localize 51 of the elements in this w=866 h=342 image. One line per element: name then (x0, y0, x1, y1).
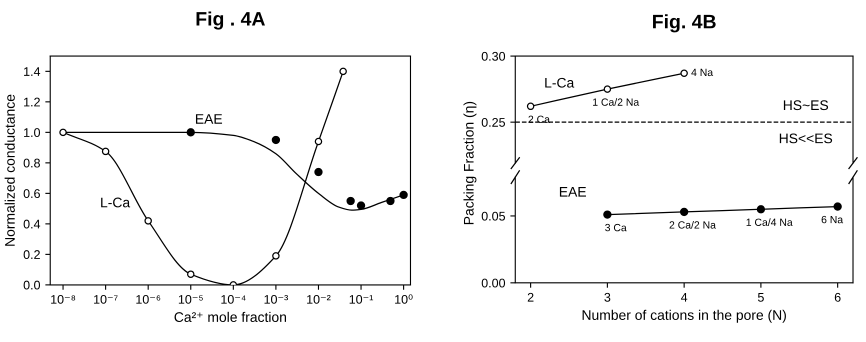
annotation: 1 Ca/4 Na (746, 218, 793, 226)
annotation: 1 Ca/2 Na (593, 98, 640, 106)
x-tick-label: 10⁰ (395, 294, 413, 304)
x-tick-label: 10⁻¹ (350, 294, 374, 304)
x-tick-label: 5 (758, 293, 764, 302)
x-tick-label: 10⁻⁴ (221, 294, 246, 304)
point (603, 210, 612, 219)
annotation: L-Ca (101, 198, 130, 208)
y-tick-label: 0.0 (24, 280, 40, 290)
point (680, 70, 688, 78)
point (756, 205, 766, 214)
x-axis-title: Number of cations in the pore (N) (582, 310, 786, 323)
y-tick-label: 0.6 (24, 189, 40, 198)
x-axis-title: Ca²⁺ mole fraction (174, 312, 286, 322)
annotation: HS<<ES (780, 133, 832, 144)
annotation: 4 Na (691, 68, 714, 76)
y-axis-title: Normalized conductance (4, 94, 15, 246)
y-tick-label: 0.8 (24, 158, 40, 168)
y-tick-label: 0.4 (24, 220, 40, 229)
y-tick-label: 0.2 (24, 250, 40, 260)
x-tick-label: 10⁻² (307, 294, 331, 304)
y-tick-label: 1.0 (24, 128, 40, 138)
y-tick-label: 1.2 (24, 98, 40, 106)
x-tick-label: 10⁻⁷ (94, 294, 118, 304)
x-tick-label: 2 (528, 292, 534, 302)
x-tick-label: 10⁻⁶ (136, 294, 160, 304)
x-tick-label: 4 (680, 293, 688, 302)
point (604, 85, 612, 93)
annotation: 3 Ca (605, 224, 627, 232)
annotation: L-Ca (545, 78, 574, 88)
x-tick-label: 10⁻⁸ (51, 294, 76, 304)
y-tick-label: 0.30 (482, 52, 506, 61)
x-tick-label: 3 (604, 292, 610, 302)
y-tick-label: 0.00 (482, 278, 506, 288)
chart-title: Fig . 4A (196, 11, 265, 30)
x-tick-label: 10⁻³ (264, 294, 288, 304)
x-tick-label: 10⁻⁵ (178, 294, 203, 304)
annotation: EAE (196, 114, 222, 124)
annotation: 6 Na (822, 216, 844, 224)
y-tick-label: 0.05 (482, 212, 506, 221)
annotation: 2 Ca/2 Na (670, 220, 716, 229)
annotation: HS~ES (784, 100, 828, 110)
x-tick-label: 6 (834, 292, 841, 302)
point (680, 208, 688, 216)
point (526, 102, 534, 110)
y-axis-title: Packing Fraction (η) (463, 102, 476, 224)
chart-title: Fig. 4B (653, 14, 716, 32)
annotation: EAE (560, 187, 586, 197)
y-tick-label: 0.25 (482, 118, 506, 127)
y-tick-label: 1.4 (24, 67, 40, 76)
point (833, 202, 842, 211)
